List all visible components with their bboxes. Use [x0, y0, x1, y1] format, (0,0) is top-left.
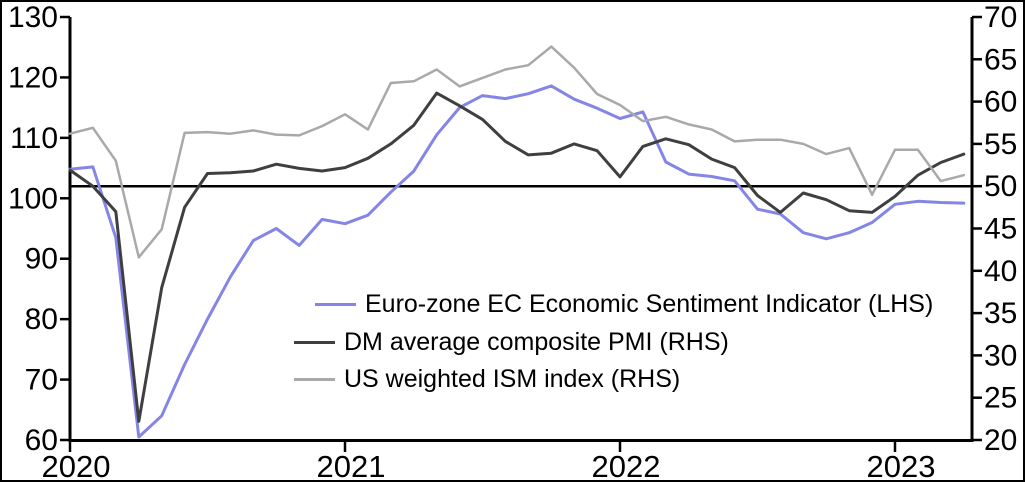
- left-axis-tick-label: 130: [8, 2, 58, 34]
- right-axis-tick-label: 50: [984, 170, 1017, 203]
- legend-label-ism: US weighted ISM index (RHS): [344, 365, 681, 393]
- left-axis-tick-label: 60: [25, 424, 58, 457]
- right-axis-tick-label: 30: [984, 339, 1017, 372]
- right-axis-tick-label: 70: [984, 2, 1017, 34]
- legend-label-esi: Euro-zone EC Economic Sentiment Indicato…: [365, 290, 934, 318]
- legend-entry-pmi: DM average composite PMI (RHS): [294, 324, 933, 362]
- ism-line-swatch: [294, 378, 335, 382]
- right-axis-tick-label: 25: [984, 382, 1017, 415]
- right-axis-tick-label: 65: [984, 43, 1017, 76]
- legend-label-pmi: DM average composite PMI (RHS): [344, 327, 729, 356]
- right-axis-tick-label: 40: [984, 255, 1017, 288]
- left-axis-tick-label: 90: [25, 243, 58, 276]
- right-axis-tick-label: 35: [984, 297, 1017, 330]
- right-axis-tick-label: 20: [984, 424, 1017, 457]
- x-axis-tick-label: 2021: [317, 449, 386, 482]
- left-axis-tick-label: 70: [25, 364, 58, 397]
- series-line-2: [68, 45, 966, 259]
- legend-entry-esi: Euro-zone EC Economic Sentiment Indicato…: [294, 286, 933, 324]
- series-line-0: [68, 84, 966, 439]
- left-axis-tick-label: 110: [10, 122, 58, 155]
- esi-line-swatch: [315, 303, 356, 307]
- chart-legend: Euro-zone EC Economic Sentiment Indicato…: [294, 286, 933, 399]
- left-axis-tick-label: 120: [8, 61, 58, 94]
- left-axis-tick-label: 80: [25, 303, 58, 336]
- pmi-line-swatch: [294, 340, 335, 344]
- right-axis-tick-label: 55: [984, 128, 1017, 161]
- right-axis-tick-label: 45: [984, 213, 1017, 246]
- right-axis-tick-label: 60: [984, 86, 1017, 119]
- left-axis-tick-label: 100: [8, 182, 58, 215]
- legend-entry-ism: US weighted ISM index (RHS): [294, 361, 933, 399]
- x-axis-tick-label: 2022: [592, 449, 661, 482]
- x-axis-tick-label: 2023: [867, 449, 936, 482]
- series-line-1: [68, 91, 966, 423]
- x-axis-tick-label: 2020: [42, 449, 111, 482]
